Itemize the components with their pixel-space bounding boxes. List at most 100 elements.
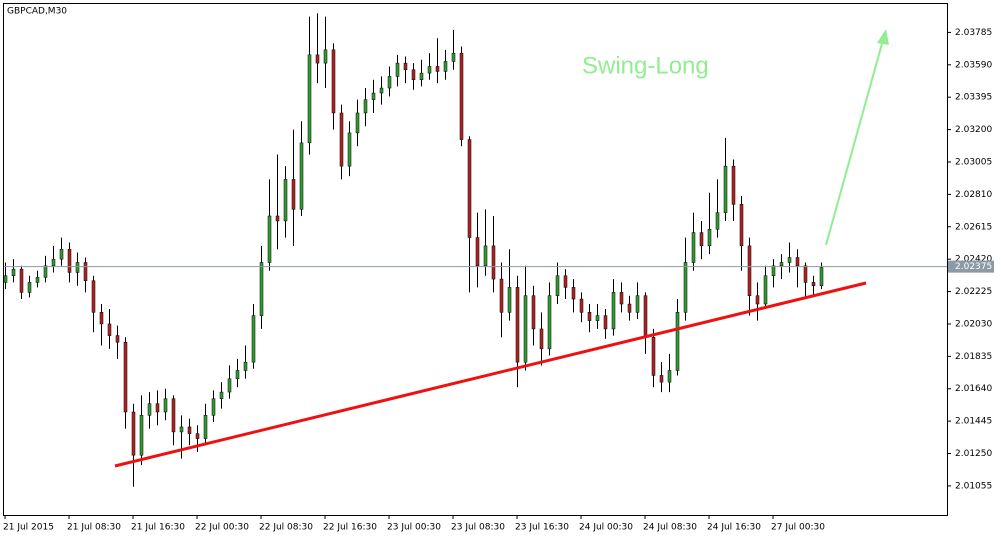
x-tick-label: 23 Jul 16:30 (515, 523, 569, 533)
candle-body (315, 54, 320, 64)
candle-body (107, 323, 112, 336)
candle-body (563, 275, 568, 288)
trend-line (114, 281, 867, 468)
candle-body (523, 295, 528, 363)
candle-body (619, 292, 624, 305)
candle-body (371, 92, 376, 100)
candle-body (555, 275, 560, 296)
candle-body (579, 298, 584, 313)
candle-body (379, 87, 384, 94)
candle-body (627, 303, 632, 313)
candle-body (651, 336, 656, 376)
candle-body (699, 232, 704, 247)
candle-body (715, 212, 720, 230)
candle-body (259, 262, 264, 316)
y-tick-label: 2.01250 (955, 449, 992, 459)
candle-body (339, 112, 344, 167)
y-tick-label: 2.02225 (955, 287, 992, 297)
candle-body (499, 278, 504, 313)
y-tick-label: 2.03395 (955, 93, 992, 103)
candle-body (43, 265, 48, 278)
candle-body (3, 275, 8, 283)
candle-body (675, 312, 680, 371)
candle-body (819, 267, 824, 286)
candle-body (195, 433, 200, 439)
candle-body (443, 61, 448, 72)
candle-body (291, 179, 296, 210)
candle-body (123, 341, 128, 413)
candle-body (11, 268, 16, 277)
candle-body (419, 72, 424, 80)
candle-body (755, 295, 760, 305)
candle-body (683, 262, 688, 313)
candle-body (491, 245, 496, 280)
candle-body (323, 49, 328, 64)
x-tick-label: 22 Jul 08:30 (259, 523, 313, 533)
candle-body (35, 277, 40, 283)
candle-body (451, 52, 456, 62)
candle-body (595, 315, 600, 321)
candle-body (91, 280, 96, 313)
candle-body (395, 62, 400, 77)
y-tick-label: 2.01445 (955, 417, 992, 427)
candle-body (811, 282, 816, 286)
candle-body (115, 335, 120, 343)
y-tick-label: 2.02030 (955, 319, 992, 329)
annotation: Swing-Long (582, 52, 709, 79)
x-tick-label: 24 Jul 00:30 (579, 523, 633, 533)
y-tick-label: 2.03785 (955, 28, 992, 38)
y-tick-label: 2.02810 (955, 190, 992, 200)
y-tick-label: 2.01835 (955, 352, 992, 362)
candle-body (211, 398, 216, 416)
candle-body (307, 54, 312, 144)
candle-body (571, 287, 576, 300)
y-tick-label: 2.01055 (955, 481, 992, 491)
candle-body (227, 378, 232, 393)
x-tick-label: 24 Jul 08:30 (643, 523, 697, 533)
chart-title: GBPCAD,M30 (7, 7, 67, 17)
candle-body (27, 282, 32, 293)
x-tick-label: 27 Jul 00:30 (771, 523, 825, 533)
candle-body (251, 315, 256, 363)
candle-body (187, 426, 192, 434)
x-tick-label: 24 Jul 16:30 (707, 523, 761, 533)
candle-body (403, 62, 408, 71)
plot-frame (3, 3, 948, 516)
current-price-box (948, 260, 994, 273)
candle-body (779, 262, 784, 267)
candle-body (347, 132, 352, 167)
candle-body (19, 268, 24, 293)
candle-body (723, 165, 728, 213)
candle-body (355, 112, 360, 134)
candle-body (147, 403, 152, 416)
candles (3, 13, 824, 487)
candle-body (475, 237, 480, 267)
candle-body (635, 295, 640, 313)
candle-body (363, 99, 368, 114)
candle-body (547, 295, 552, 350)
candle-body (131, 411, 136, 456)
candle-body (731, 165, 736, 205)
candle-body (763, 275, 768, 305)
candle-body (219, 391, 224, 399)
candle-body (459, 52, 464, 140)
candle-body (75, 262, 80, 273)
candle-body (171, 398, 176, 433)
x-tick-label: 23 Jul 00:30 (387, 523, 441, 533)
x-tick-label: 22 Jul 00:30 (195, 523, 249, 533)
candle-body (235, 370, 240, 380)
y-tick-label: 2.03005 (955, 157, 992, 167)
candle-body (771, 265, 776, 277)
x-tick-label: 22 Jul 16:30 (323, 523, 377, 533)
candle-body (707, 229, 712, 247)
candle-body (59, 248, 64, 260)
candle-body (331, 49, 336, 114)
candle-body (275, 215, 280, 222)
arrow-head (877, 29, 889, 45)
candle-body (267, 215, 272, 263)
arrow-shaft (825, 39, 884, 246)
candle-body (163, 398, 168, 413)
candle-body (667, 370, 672, 383)
candle-body (203, 415, 208, 439)
